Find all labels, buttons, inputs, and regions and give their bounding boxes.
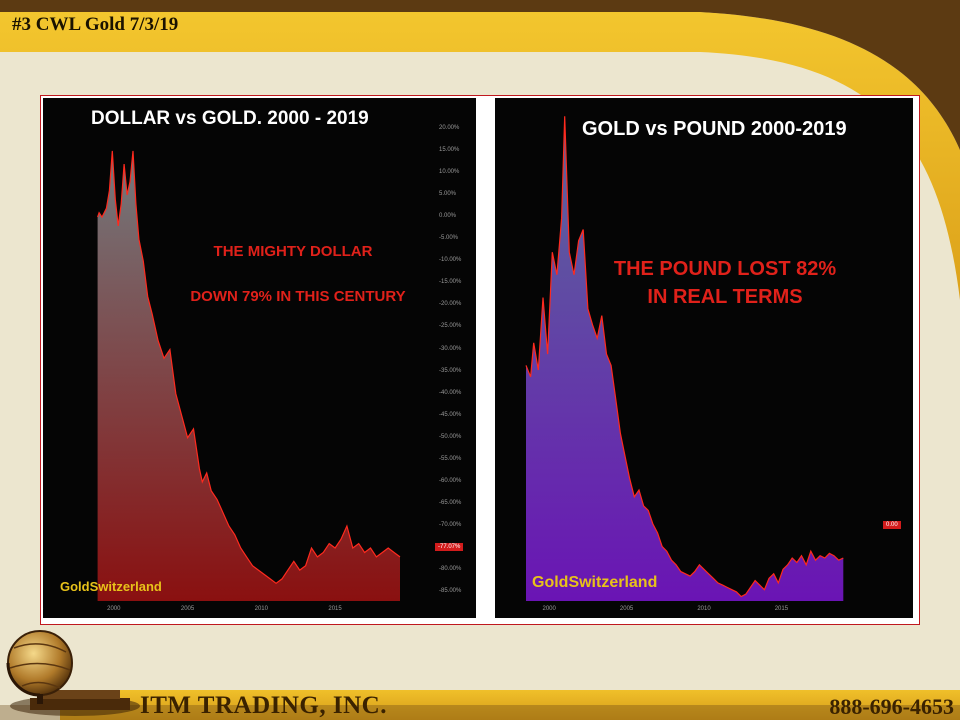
chart1-y-tick: -25.00% <box>439 323 462 330</box>
chart2-annotation-1: THE POUND LOST 82% <box>613 258 837 280</box>
chart2-x-tick: 2010 <box>697 606 711 612</box>
chart2-annotation-2: IN REAL TERMS <box>647 286 803 308</box>
chart1-x-tick: 95 <box>43 606 44 612</box>
chart1-x-tick: 2000 <box>107 606 121 612</box>
chart-dollar-vs-gold: 95 2000 2005 2010 2015 DOLLAR vs GOLD. 2000 … <box>43 98 476 618</box>
chart2-last-value: 0.00 <box>886 522 898 528</box>
header-gold-band <box>0 12 960 300</box>
chart2-source-label: GoldSwitzerland <box>532 574 658 591</box>
chart2-series-line <box>525 116 844 598</box>
chart1-source-label: GoldSwitzerland <box>60 579 162 594</box>
globe-logo-icon <box>6 630 140 716</box>
chart1-last-value: -77.07% <box>438 544 461 550</box>
chart2-x-tick: 2000 <box>543 606 557 612</box>
chart1-last-value-badge: -77.07% <box>435 543 464 551</box>
chart1-y-tick: -45.00% <box>439 411 462 418</box>
chart1-y-tick: -50.00% <box>439 433 462 440</box>
chart1-y-tick: 10.00% <box>439 169 460 175</box>
chart2-x-tick: 2005 <box>620 606 634 612</box>
chart1-y-tick: -15.00% <box>439 279 462 286</box>
chart1-y-tick: -55.00% <box>439 455 462 462</box>
chart1-area <box>97 150 400 601</box>
chart-gold-vs-pound: 2000 2005 2010 2015 GOLD vs POUND 2000-2019… <box>495 98 913 618</box>
chart1-x-tick: 2005 <box>181 606 195 612</box>
chart1-y-tick: 15.00% <box>439 146 460 153</box>
chart2-title: GOLD vs POUND 2000-2019 <box>582 118 847 140</box>
company-phone: 888-696-4653 <box>829 694 954 719</box>
chart1-x-tick: 2015 <box>328 606 342 612</box>
chart1-y-tick: -80.00% <box>439 566 462 573</box>
chart1-y-tick: 5.00% <box>439 191 457 197</box>
chart1-annotation-1: THE MIGHTY DOLLAR <box>213 243 373 260</box>
chart1-y-tick: 20.00% <box>439 124 460 131</box>
chart1-y-tick: -20.00% <box>439 301 462 308</box>
chart2-x-tick: 2015 <box>775 606 789 612</box>
chart1-y-tick: -30.00% <box>439 345 462 352</box>
chart1-y-tick: -5.00% <box>439 235 459 242</box>
company-name: ITM TRADING, INC. <box>140 692 387 719</box>
chart1-y-tick: -60.00% <box>439 477 462 484</box>
right-brown-curve <box>700 12 960 150</box>
chart1-title: DOLLAR vs GOLD. 2000 - 2019 <box>91 108 369 129</box>
chart1-y-tick: -70.00% <box>439 522 462 528</box>
chart1-series-line <box>97 150 401 585</box>
chart1-y-tick: -35.00% <box>439 367 462 374</box>
footer-gold-band <box>60 690 960 720</box>
chart2-area <box>526 116 844 602</box>
chart1-annotation-2: DOWN 79% IN THIS CENTURY <box>190 288 406 305</box>
chart1-y-tick: -10.00% <box>439 257 462 264</box>
chart1-y-tick: -65.00% <box>439 499 462 506</box>
chart1-y-tick: 0.00% <box>439 213 457 220</box>
chart2-last-value-badge: 0.00 <box>883 521 901 529</box>
chart1-y-tick: -40.00% <box>439 389 462 396</box>
slide-title: #3 CWL Gold 7/3/19 <box>12 14 179 35</box>
chart1-x-tick: 2010 <box>255 606 269 612</box>
chart1-y-tick: -85.00% <box>439 588 462 595</box>
footer-brown-strip <box>0 705 960 720</box>
